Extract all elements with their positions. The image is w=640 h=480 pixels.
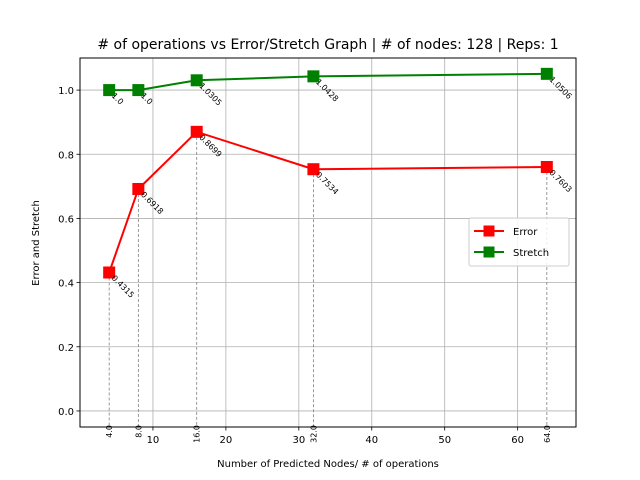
y-tick-label: 1.0 — [58, 86, 74, 97]
x-tick-label: 40 — [365, 435, 378, 446]
chart-title: # of operations vs Error/Stretch Graph |… — [97, 37, 558, 53]
error-legend-marker — [483, 225, 495, 237]
y-tick-label: 0.2 — [58, 343, 74, 354]
x-tick-label: 10 — [147, 435, 160, 446]
y-tick-label: 0.8 — [58, 150, 74, 161]
error-point — [132, 182, 145, 195]
x-tick-label: 50 — [438, 435, 451, 446]
stretch-point — [103, 84, 116, 97]
stretch-point — [132, 84, 145, 97]
x-tick-label: 30 — [292, 435, 305, 446]
plot-frame — [79, 57, 577, 428]
point-tick-label: 32.0 — [309, 425, 318, 443]
stretch-point — [190, 74, 203, 87]
y-tick-label: 0.4 — [58, 279, 74, 290]
y-axis-label: Error and Stretch — [31, 200, 42, 286]
x-tick-label: 20 — [220, 435, 233, 446]
point-tick-label: 16.0 — [193, 425, 202, 443]
stretch-point — [540, 67, 553, 80]
error-point — [190, 125, 203, 138]
x-axis-label: Number of Predicted Nodes/ # of operatio… — [217, 459, 439, 470]
stretch-legend-marker — [483, 246, 495, 258]
point-tick-label: 8.0 — [134, 425, 143, 438]
error-point — [307, 163, 320, 176]
error-legend-label: Error — [513, 227, 538, 238]
point-tick-label: 64.0 — [543, 425, 552, 443]
point-tick-label: 4.0 — [105, 425, 114, 438]
stretch-point — [307, 70, 320, 83]
x-tick-label: 60 — [511, 435, 524, 446]
stretch-legend-label: Stretch — [513, 248, 549, 259]
error-point — [540, 160, 553, 173]
y-tick-label: 0.6 — [58, 214, 74, 225]
error-point — [103, 266, 116, 279]
y-tick-label: 0.0 — [58, 407, 74, 418]
